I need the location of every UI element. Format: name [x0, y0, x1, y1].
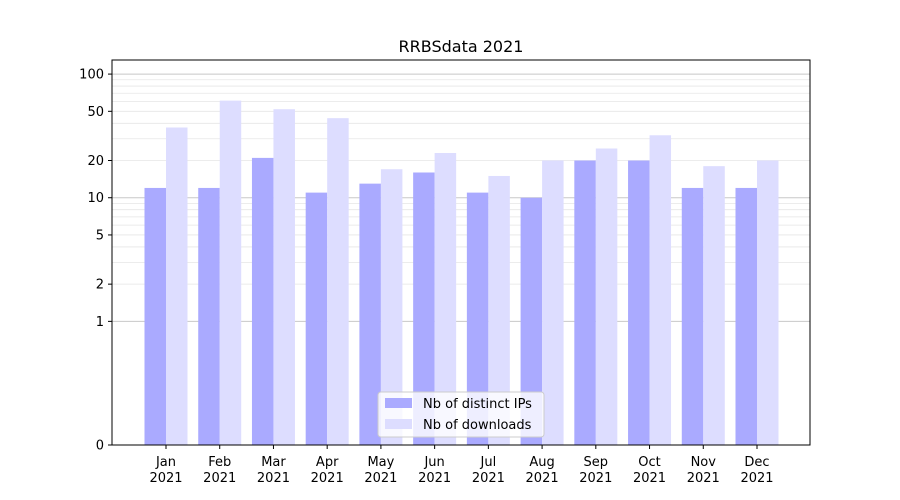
x-tick-label-year: 2021 [418, 471, 451, 486]
x-tick-label-year: 2021 [149, 471, 182, 486]
bar-distinct-ips [735, 187, 757, 445]
x-tick-label-month: Dec [744, 455, 769, 470]
bar-downloads [595, 148, 618, 445]
y-tick-label: 10 [87, 191, 104, 206]
bar-downloads [380, 169, 403, 445]
x-axis: Jan2021Feb2021Mar2021Apr2021May2021Jun20… [149, 445, 774, 486]
y-tick-label: 1 [96, 315, 104, 330]
x-tick-label-month: Oct [638, 455, 660, 470]
legend-box [377, 391, 545, 438]
bar-downloads [434, 153, 457, 445]
y-tick-label: 20 [87, 154, 104, 169]
legend-label-ips: Nb of distinct IPs [423, 397, 532, 412]
y-tick-label: 5 [96, 228, 104, 243]
x-tick-label-month: Jun [423, 455, 444, 470]
bar-downloads [488, 175, 510, 445]
bar-distinct-ips [359, 183, 381, 445]
x-tick-label-month: Sep [584, 455, 609, 470]
bar-downloads [166, 127, 188, 446]
bar-downloads [757, 160, 779, 445]
x-tick-label-year: 2021 [687, 471, 720, 486]
legend-swatch-ips [385, 398, 412, 408]
bar-distinct-ips [198, 187, 220, 445]
y-tick-label: 0 [96, 439, 104, 454]
x-tick-label-month: Nov [691, 455, 717, 470]
bar-distinct-ips [251, 157, 274, 446]
x-tick-label-year: 2021 [633, 471, 666, 486]
y-tick-label: 50 [87, 105, 104, 120]
x-tick-label-month: May [367, 455, 394, 470]
x-tick-label-month: Mar [261, 455, 286, 470]
x-tick-label-year: 2021 [257, 471, 290, 486]
bar-distinct-ips [574, 160, 596, 445]
x-tick-label-year: 2021 [579, 471, 612, 486]
bar-downloads [219, 100, 242, 445]
y-tick-label: 100 [79, 68, 104, 83]
x-tick-label-year: 2021 [203, 471, 236, 486]
legend-swatch-downloads [385, 419, 412, 429]
bar-distinct-ips [681, 187, 704, 445]
bar-distinct-ips [466, 192, 489, 445]
bar-distinct-ips [144, 187, 166, 445]
x-tick-label-month: Feb [208, 455, 231, 470]
bar-downloads [703, 166, 725, 445]
legend-label-downloads: Nb of downloads [423, 418, 532, 433]
bar-distinct-ips [413, 172, 435, 446]
y-tick-label: 2 [96, 278, 104, 293]
x-tick-label-month: Jul [480, 455, 497, 470]
plot-frame [111, 59, 811, 446]
x-tick-label-year: 2021 [526, 471, 559, 486]
bar-downloads [649, 135, 672, 445]
bar-distinct-ips [628, 160, 650, 445]
x-tick-label-month: Apr [316, 455, 339, 470]
bar-downloads [273, 109, 295, 445]
x-tick-label-month: Aug [529, 455, 554, 470]
bars-layer [144, 100, 779, 446]
bar-distinct-ips [305, 192, 328, 445]
x-tick-label-year: 2021 [472, 471, 505, 486]
x-tick-label-year: 2021 [740, 471, 773, 486]
bar-downloads [327, 118, 349, 446]
bar-distinct-ips [520, 197, 543, 445]
bar-downloads [542, 160, 564, 445]
y-axis: 0 1 2 5 10 20 50 100 [79, 68, 112, 454]
x-tick-label-year: 2021 [364, 471, 397, 486]
x-tick-label-year: 2021 [311, 471, 344, 486]
chart-title: RRBSdata 2021 [399, 37, 524, 56]
legend: Nb of distinct IPs Nb of downloads [377, 391, 545, 438]
x-tick-label-month: Jan [155, 455, 176, 470]
